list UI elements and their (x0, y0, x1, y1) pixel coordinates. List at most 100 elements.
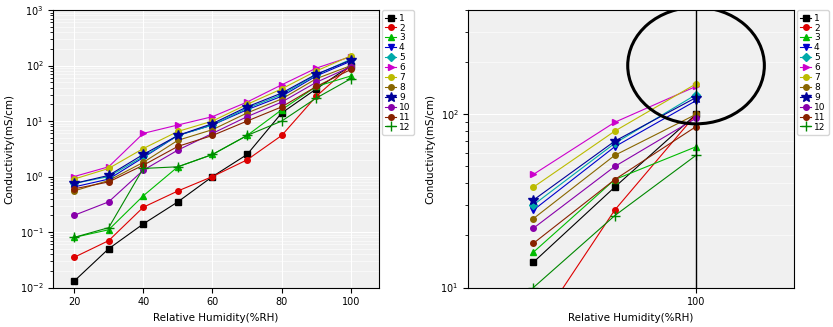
1 (207, 175, 217, 179)
10 (173, 148, 183, 152)
Legend: 1, 2, 3, 4, 5, 6, 7, 8, 9, 10, 11, 12: 1, 2, 3, 4, 5, 6, 7, 8, 9, 10, 11, 12 (382, 10, 414, 135)
Line: 3: 3 (71, 73, 354, 241)
6 (610, 120, 620, 124)
Line: 11: 11 (531, 124, 699, 246)
1 (610, 185, 620, 189)
8 (138, 161, 148, 164)
4 (173, 133, 183, 137)
8 (207, 128, 217, 132)
8 (69, 189, 79, 193)
Line: 5: 5 (531, 92, 699, 208)
12 (610, 214, 620, 218)
3 (277, 108, 287, 112)
2 (610, 208, 620, 212)
1 (138, 222, 148, 226)
Line: 12: 12 (528, 150, 701, 292)
3 (173, 165, 183, 169)
4 (346, 59, 356, 63)
9 (242, 105, 252, 109)
2 (207, 175, 217, 179)
12 (312, 96, 322, 100)
5 (173, 133, 183, 137)
7 (242, 102, 252, 106)
4 (691, 99, 701, 103)
8 (312, 77, 322, 81)
10 (138, 168, 148, 172)
9 (277, 91, 287, 95)
10 (207, 131, 217, 135)
8 (242, 111, 252, 115)
Line: 2: 2 (531, 112, 699, 327)
Y-axis label: Conductivity(mS/cm): Conductivity(mS/cm) (425, 94, 435, 204)
9 (173, 133, 183, 137)
3 (242, 133, 252, 137)
12 (242, 133, 252, 137)
11 (610, 178, 620, 181)
Line: 6: 6 (530, 83, 700, 178)
11 (69, 187, 79, 191)
1 (277, 111, 287, 115)
Line: 8: 8 (72, 63, 354, 194)
11 (528, 241, 538, 245)
12 (138, 166, 148, 170)
Y-axis label: Conductivity(mS/cm): Conductivity(mS/cm) (4, 94, 14, 204)
3 (138, 194, 148, 198)
5 (103, 175, 113, 179)
Line: 3: 3 (530, 143, 700, 256)
6 (346, 55, 356, 59)
7 (528, 185, 538, 189)
9 (610, 139, 620, 143)
7 (138, 146, 148, 150)
2 (691, 112, 701, 116)
10 (312, 80, 322, 84)
Line: 5: 5 (72, 57, 354, 186)
9 (528, 198, 538, 202)
9 (138, 152, 148, 156)
4 (207, 123, 217, 127)
Line: 9: 9 (528, 93, 701, 205)
4 (610, 145, 620, 149)
12 (528, 285, 538, 289)
1 (346, 64, 356, 68)
12 (346, 77, 356, 81)
Line: 7: 7 (531, 81, 699, 190)
6 (207, 115, 217, 119)
7 (103, 166, 113, 170)
11 (138, 163, 148, 167)
Line: 9: 9 (69, 55, 356, 188)
6 (242, 100, 252, 104)
1 (69, 279, 79, 283)
5 (207, 123, 217, 127)
10 (103, 200, 113, 204)
9 (103, 173, 113, 177)
Line: 11: 11 (72, 67, 354, 192)
3 (69, 235, 79, 239)
12 (103, 226, 113, 230)
7 (691, 82, 701, 86)
5 (610, 141, 620, 145)
2 (242, 158, 252, 162)
Line: 8: 8 (531, 112, 699, 221)
9 (312, 72, 322, 76)
3 (528, 250, 538, 254)
5 (528, 203, 538, 207)
3 (103, 228, 113, 232)
7 (312, 69, 322, 73)
7 (207, 119, 217, 123)
1 (312, 87, 322, 91)
6 (69, 175, 79, 179)
5 (691, 93, 701, 96)
3 (312, 84, 322, 88)
4 (138, 156, 148, 160)
2 (138, 205, 148, 209)
8 (691, 112, 701, 116)
4 (103, 177, 113, 181)
11 (207, 133, 217, 137)
5 (312, 73, 322, 77)
8 (346, 64, 356, 68)
5 (277, 93, 287, 96)
Line: 10: 10 (531, 115, 699, 231)
1 (691, 112, 701, 116)
Line: 4: 4 (530, 97, 700, 214)
6 (528, 172, 538, 176)
